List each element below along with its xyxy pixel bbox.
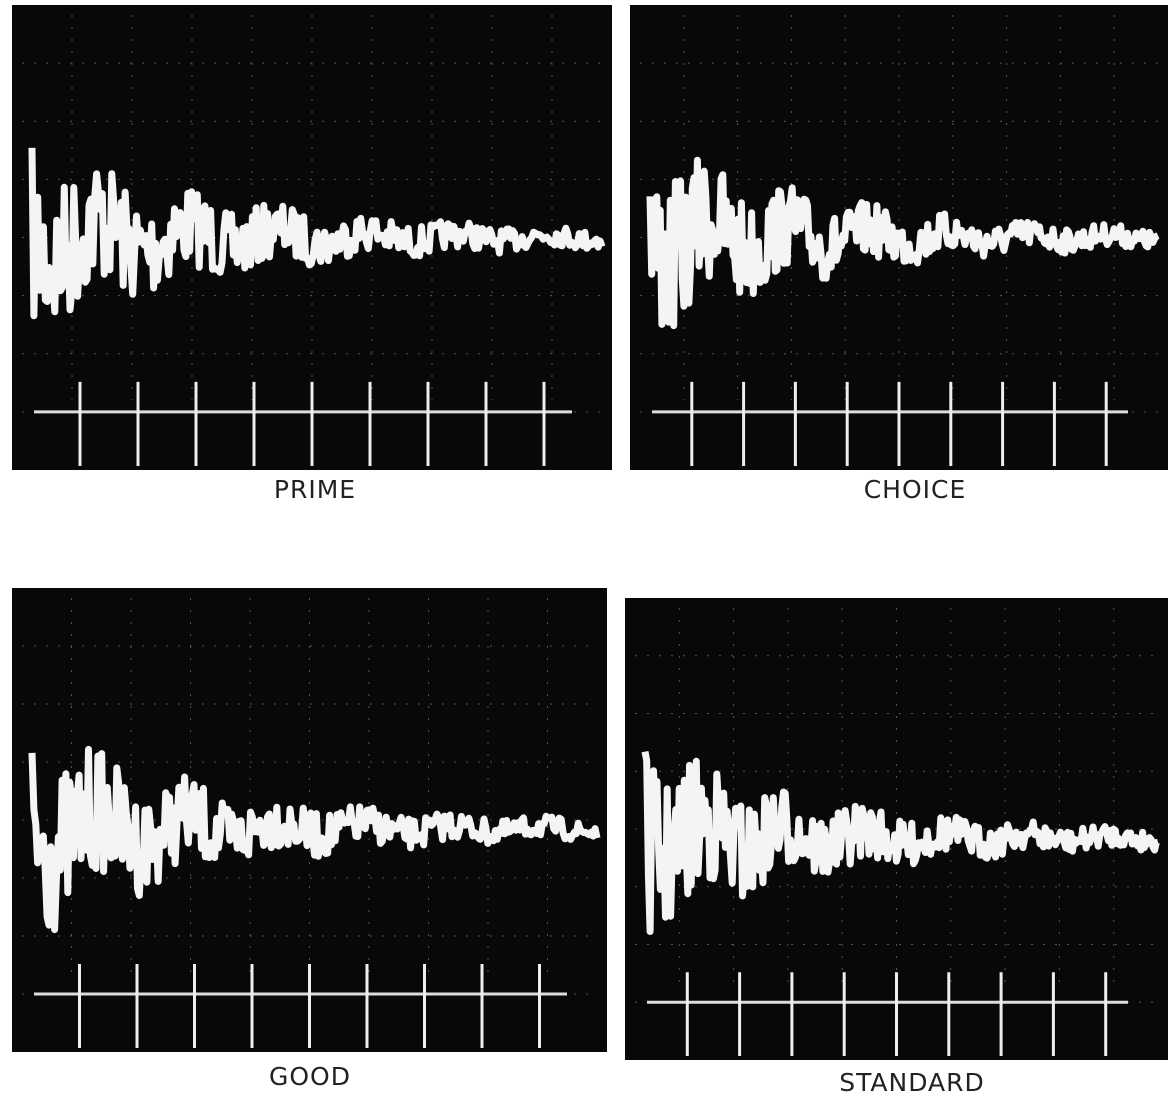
- scope-panel: [625, 598, 1168, 1060]
- waveform: [646, 156, 1160, 330]
- scope-panel: [630, 5, 1168, 470]
- panel-label: CHOICE: [864, 475, 967, 504]
- panel-label: PRIME: [274, 475, 356, 504]
- scope-panel: [12, 5, 612, 470]
- panel-label: STANDARD: [839, 1068, 985, 1097]
- waveform: [641, 750, 1160, 935]
- panel-label: GOOD: [269, 1062, 351, 1091]
- waveform: [28, 745, 601, 934]
- scope-panel: [12, 588, 607, 1052]
- waveform: [28, 147, 606, 320]
